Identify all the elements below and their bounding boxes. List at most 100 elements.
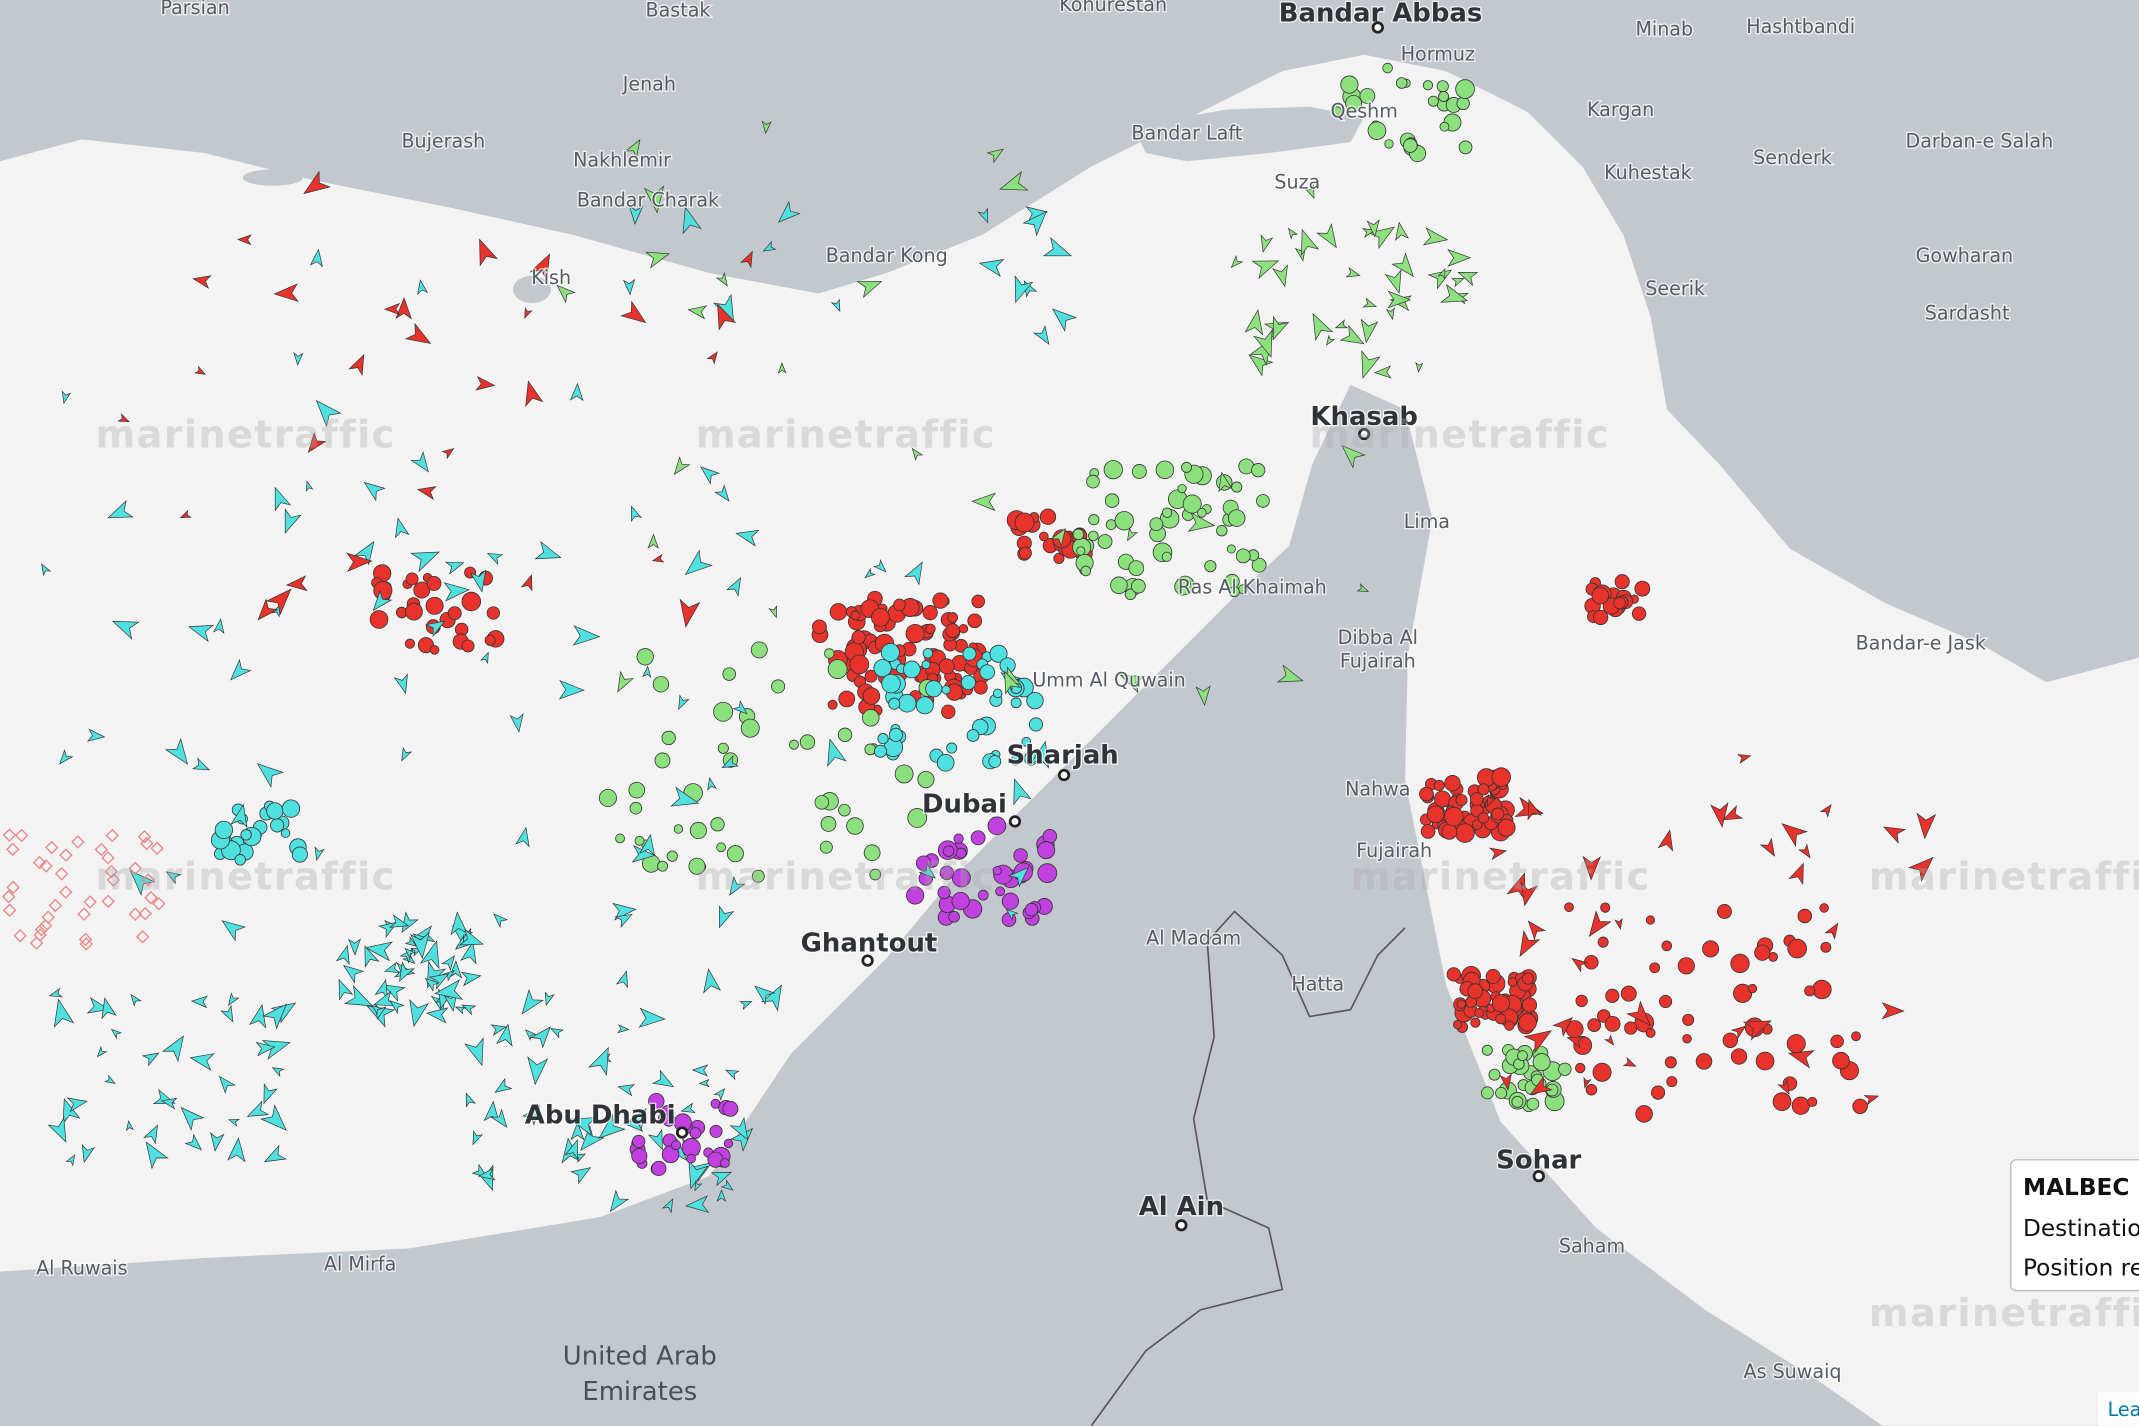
vessel[interactable] [732,700,751,717]
vessel[interactable] [925,680,943,698]
vessel[interactable] [1022,206,1053,237]
vessel[interactable] [932,592,949,609]
vessel[interactable] [1216,525,1228,537]
vessel[interactable] [265,583,298,616]
vessel[interactable] [937,885,951,900]
vessel[interactable] [958,623,969,634]
vessel[interactable] [1759,837,1780,859]
vessel[interactable] [697,462,721,485]
place-label[interactable]: Bandar Kong [824,243,949,269]
vessel[interactable] [1174,578,1192,596]
vessel[interactable] [1088,514,1100,526]
vessel[interactable] [1569,954,1589,973]
vessel[interactable] [6,880,20,895]
vessel[interactable] [293,352,304,366]
vessel[interactable] [941,685,951,695]
vessel[interactable] [1518,1013,1537,1032]
vessel[interactable] [542,991,555,1007]
vessel[interactable] [266,802,284,820]
vessel[interactable] [1720,805,1744,826]
place-label[interactable]: Suza [1273,169,1322,195]
vessel[interactable] [217,914,247,942]
vessel[interactable] [348,352,370,377]
vessel[interactable] [1,889,16,904]
vessel[interactable] [417,637,435,654]
place-label[interactable]: Bandar Charak [575,187,720,213]
vessel[interactable] [634,835,645,846]
place-label[interactable]: Fujairah [1355,838,1434,864]
vessel[interactable] [953,833,964,844]
vessel[interactable] [477,1167,496,1182]
vessel[interactable] [1710,802,1731,828]
vessel[interactable] [458,928,486,952]
vessel[interactable] [670,786,700,813]
vessel[interactable] [689,1127,702,1139]
vessel[interactable] [1631,606,1647,621]
vessel[interactable] [661,1145,680,1164]
vessel[interactable] [679,549,713,582]
place-label[interactable]: Minab [1634,16,1694,42]
vessel[interactable] [54,867,69,881]
vessel[interactable] [368,589,393,615]
vessel[interactable] [726,845,744,863]
vessel[interactable] [1004,906,1019,921]
vessel[interactable] [1446,967,1461,982]
vessel[interactable] [230,803,251,829]
vessel[interactable] [604,1189,630,1216]
vessel[interactable] [520,573,537,592]
vessel[interactable] [429,645,440,655]
vessel[interactable] [1433,790,1451,808]
vessel[interactable] [1456,96,1470,111]
vessel[interactable] [1491,767,1511,787]
vessel[interactable] [951,891,970,911]
vessel[interactable] [109,1027,123,1040]
vessel[interactable] [410,543,443,573]
place-label[interactable]: As Suwaiq [1742,1359,1843,1385]
vessel[interactable] [405,602,423,621]
vessel[interactable] [515,988,545,1019]
vessel[interactable] [698,1078,710,1088]
vessel[interactable] [1266,315,1290,343]
vessel[interactable] [598,788,617,807]
vessel[interactable] [44,840,59,855]
vessel[interactable] [95,1045,108,1059]
vessel[interactable] [849,654,870,675]
vessel[interactable] [78,932,93,947]
vessel[interactable] [160,1096,178,1110]
vessel[interactable] [1131,578,1146,594]
vessel[interactable] [564,1138,583,1160]
vessel[interactable] [720,1179,735,1193]
vessel[interactable] [214,820,233,840]
vessel[interactable] [674,694,690,711]
vessel[interactable] [1391,252,1419,281]
vessel[interactable] [1001,892,1020,910]
vessel[interactable] [1010,755,1021,766]
vessel[interactable] [1422,80,1434,91]
vessel[interactable] [394,961,415,984]
place-label[interactable]: Jenah [620,71,677,97]
vessel[interactable] [1456,999,1466,1009]
vessel[interactable] [441,953,458,971]
vessel[interactable] [1797,843,1814,861]
vessel[interactable] [1450,275,1465,288]
place-label[interactable]: Abu Dhabi [523,1099,677,1132]
vessel[interactable] [863,567,876,581]
vessel[interactable] [1851,1031,1861,1042]
vessel[interactable] [312,846,325,862]
vessel[interactable] [1047,303,1078,332]
vessel[interactable] [713,701,734,722]
vessel[interactable] [1042,829,1058,844]
vessel[interactable] [48,987,63,1000]
vessel[interactable] [101,894,115,909]
vessel[interactable] [1124,588,1137,601]
vessel[interactable] [942,845,955,857]
vessel[interactable] [454,1004,467,1015]
vessel[interactable] [873,744,887,758]
vessel[interactable] [631,845,656,864]
vessel[interactable] [740,718,760,738]
vessel[interactable] [1124,527,1139,543]
vessel[interactable] [1161,507,1173,518]
vessel[interactable] [1053,552,1065,564]
vessel[interactable] [1444,806,1464,827]
